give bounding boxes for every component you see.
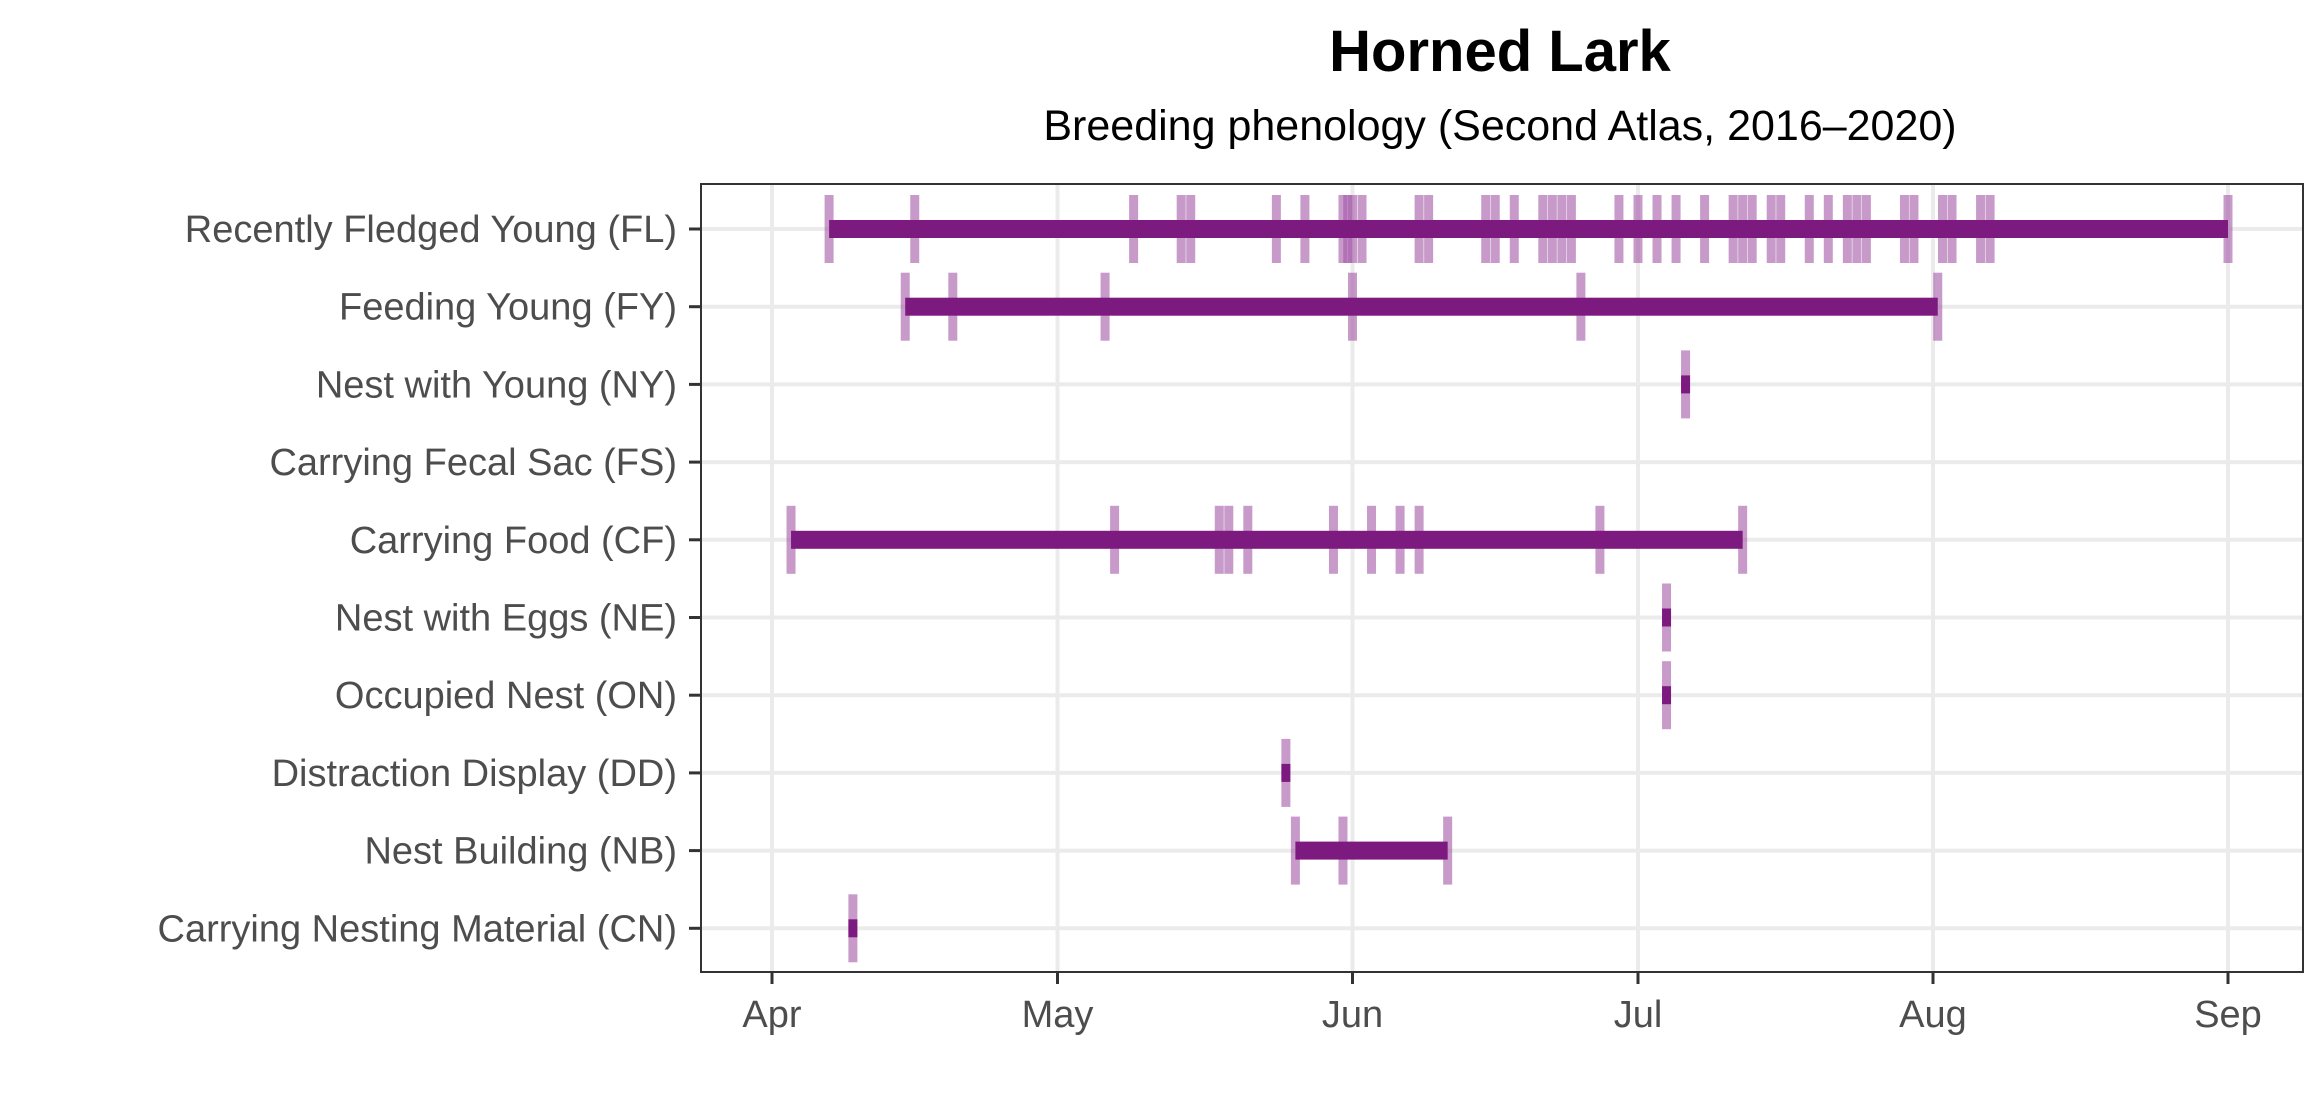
y-category-label: Nest with Eggs (NE) xyxy=(335,598,677,640)
y-category-label: Nest Building (NB) xyxy=(364,831,677,873)
y-category-label: Occupied Nest (ON) xyxy=(335,675,677,717)
range-bar xyxy=(848,919,858,938)
range-bars-layer xyxy=(791,220,2228,938)
range-bar xyxy=(1681,375,1691,394)
chart-title: Horned Lark xyxy=(1329,19,1671,84)
y-category-label: Carrying Nesting Material (CN) xyxy=(158,908,677,950)
range-bar xyxy=(1662,686,1672,705)
y-category-label: Distraction Display (DD) xyxy=(272,753,677,795)
x-tick-label: May xyxy=(1022,994,1094,1036)
x-tick-label: Aug xyxy=(1899,994,1967,1036)
y-category-label: Feeding Young (FY) xyxy=(339,287,677,329)
x-tick-label: Sep xyxy=(2194,994,2262,1036)
range-bar xyxy=(1295,841,1448,860)
range-bar xyxy=(1281,763,1291,782)
y-category-label: Carrying Food (CF) xyxy=(350,520,677,562)
chart-subtitle: Breeding phenology (Second Atlas, 2016–2… xyxy=(1043,102,1957,150)
range-bar xyxy=(905,297,1938,316)
y-category-label: Recently Fledged Young (FL) xyxy=(185,209,677,251)
x-tick-label: Apr xyxy=(742,994,801,1036)
plot-panel-border xyxy=(700,183,2304,973)
range-bar xyxy=(1662,608,1672,627)
x-tick-label: Jul xyxy=(1614,994,1663,1036)
y-category-label: Carrying Fecal Sac (FS) xyxy=(269,442,677,484)
range-bar xyxy=(791,530,1743,549)
y-category-label: Nest with Young (NY) xyxy=(316,364,677,406)
axis-layer: Apr May Jun Jul Aug Sep Recently Fledged Young… xyxy=(158,209,2262,1036)
x-tick-label: Jun xyxy=(1322,994,1383,1036)
range-bar xyxy=(829,220,2228,238)
